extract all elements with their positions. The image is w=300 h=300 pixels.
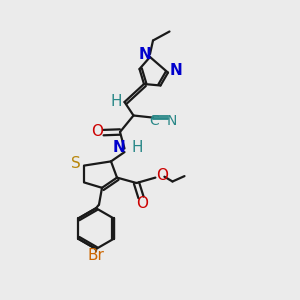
Text: N: N (113, 140, 125, 154)
Text: S: S (71, 156, 80, 171)
Text: N: N (169, 63, 182, 78)
Text: N: N (167, 114, 177, 128)
Text: H: H (110, 94, 122, 109)
Text: N: N (138, 47, 151, 62)
Text: C: C (150, 114, 159, 128)
Text: O: O (136, 196, 148, 211)
Text: O: O (156, 168, 168, 183)
Text: H: H (132, 140, 143, 154)
Text: Br: Br (88, 248, 104, 263)
Text: O: O (91, 124, 103, 139)
